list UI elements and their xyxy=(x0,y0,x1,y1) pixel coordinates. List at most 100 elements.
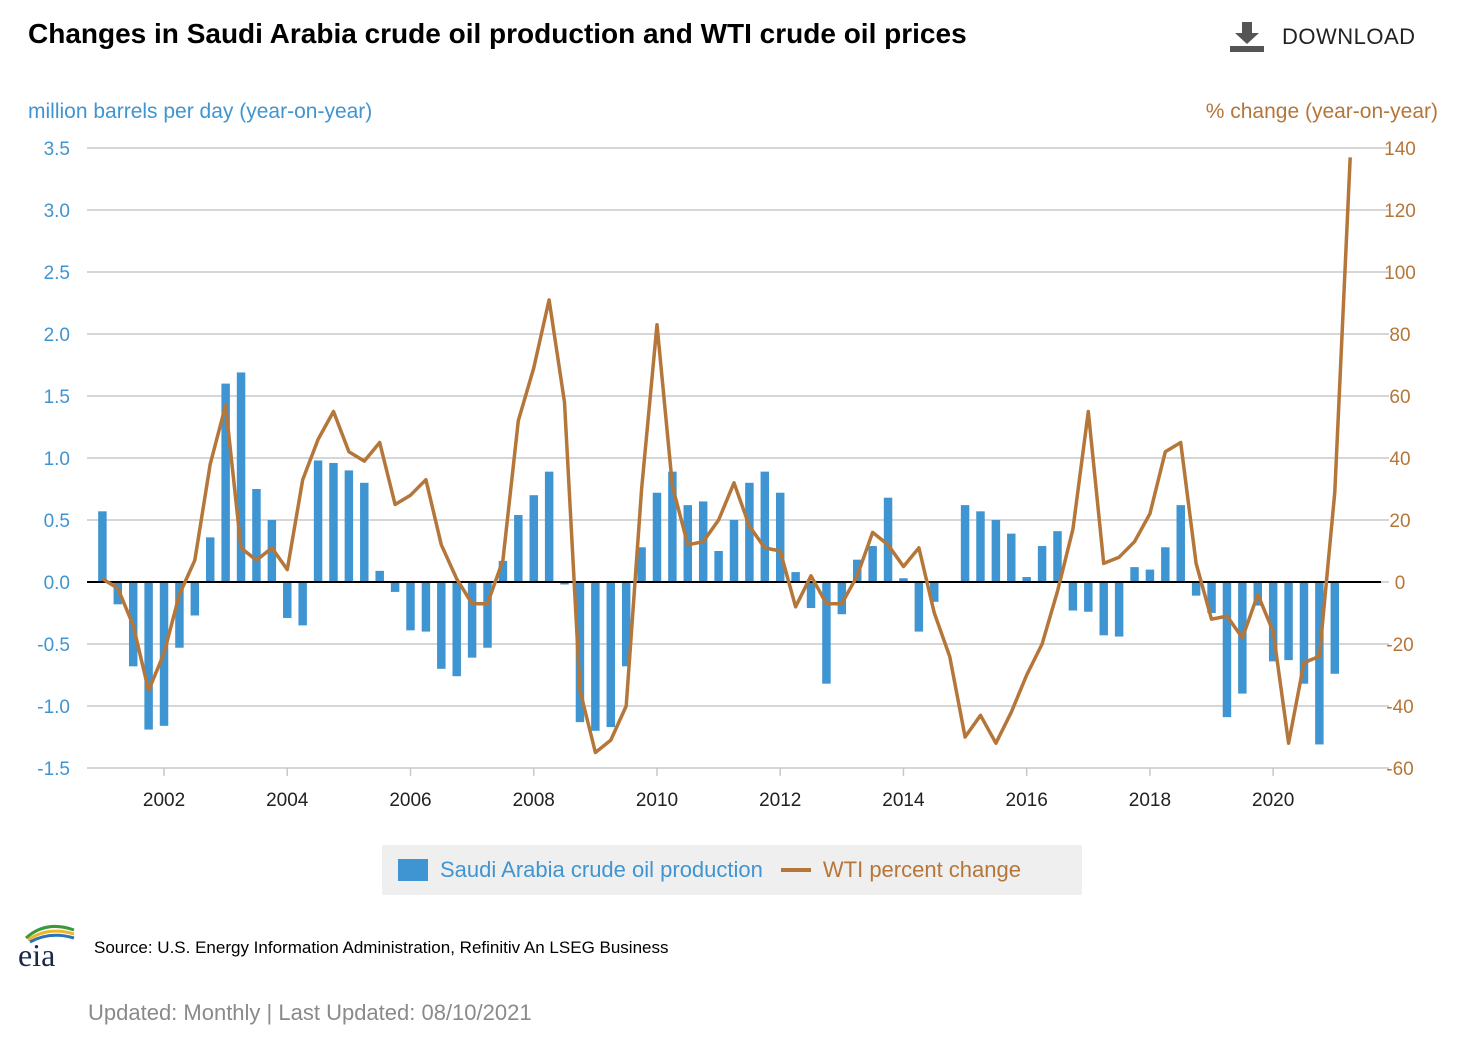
production-bar xyxy=(606,582,615,728)
right-tick-label: 120 xyxy=(1384,201,1416,222)
x-tick-label: 2006 xyxy=(389,790,431,811)
legend: Saudi Arabia crude oil production WTI pe… xyxy=(382,845,1082,895)
production-bar xyxy=(529,495,538,582)
legend-swatch-production xyxy=(398,859,428,881)
production-bar xyxy=(591,582,600,731)
right-tick-label: 20 xyxy=(1389,511,1410,532)
legend-label-wti: WTI percent change xyxy=(822,857,1021,882)
production-bar xyxy=(144,582,153,730)
production-bar xyxy=(175,582,184,648)
production-bar xyxy=(621,582,631,667)
production-bar xyxy=(637,547,646,582)
production-bar xyxy=(298,582,307,626)
production-bar xyxy=(267,520,277,582)
production-bar xyxy=(806,582,816,609)
left-tick-label: -1.0 xyxy=(37,697,70,718)
production-bar xyxy=(791,572,800,582)
production-bar xyxy=(1022,577,1031,582)
production-bar xyxy=(729,520,739,582)
production-bar xyxy=(1207,582,1216,613)
right-tick-label: 140 xyxy=(1384,139,1416,160)
production-bar xyxy=(98,511,107,582)
legend-item-production[interactable]: Saudi Arabia crude oil production xyxy=(382,857,763,883)
x-tick-label: 2012 xyxy=(759,790,801,811)
production-bar xyxy=(544,471,554,582)
production-bar xyxy=(1053,531,1062,582)
production-bar xyxy=(668,471,677,582)
right-axis-title: % change (year-on-year) xyxy=(1205,100,1438,123)
production-bar xyxy=(976,511,985,582)
production-bar xyxy=(1176,505,1185,582)
production-bar xyxy=(406,582,415,631)
right-tick-label: 40 xyxy=(1389,449,1410,470)
production-bar xyxy=(467,582,477,658)
right-tick-label: 0 xyxy=(1395,573,1406,594)
production-bar xyxy=(483,582,492,648)
production-bar xyxy=(1007,533,1016,582)
production-bar xyxy=(1268,582,1278,662)
wti-line-layer xyxy=(101,157,1352,755)
production-bar xyxy=(1145,569,1155,582)
right-tick-label: 80 xyxy=(1389,325,1410,346)
left-tick-label: -0.5 xyxy=(37,635,70,656)
source-note: Source: U.S. Energy Information Administ… xyxy=(94,938,669,957)
production-bar xyxy=(1068,582,1078,611)
production-bar xyxy=(1114,582,1124,637)
legend-item-wti[interactable]: WTI percent change xyxy=(763,857,1021,883)
production-bar xyxy=(437,582,446,669)
production-bar xyxy=(1084,582,1093,612)
production-bar xyxy=(190,582,200,616)
eia-logo: eia xyxy=(18,924,75,970)
grid-lines xyxy=(87,147,1389,776)
combo-chart: 3.5 3.0 2.5 2.0 1.5 1.0 0.5 0.0 -0.5 -1.0 -1.5 140 1… xyxy=(37,139,1416,811)
production-bar xyxy=(1191,582,1201,596)
right-tick-label: -40 xyxy=(1386,697,1413,718)
production-bar xyxy=(452,582,461,677)
production-bar xyxy=(514,515,523,582)
production-bar xyxy=(899,578,908,582)
production-bar xyxy=(1315,582,1324,745)
left-tick-label: 3.0 xyxy=(44,201,70,222)
production-bar xyxy=(914,582,924,632)
production-bar xyxy=(1330,582,1340,674)
production-bar xyxy=(1037,546,1047,582)
production-bar xyxy=(575,582,585,723)
production-bar xyxy=(991,520,1001,582)
x-tick-label: 2018 xyxy=(1129,790,1171,811)
right-tick-label: 60 xyxy=(1389,387,1410,408)
production-bar xyxy=(560,582,569,585)
x-tick-label: 2010 xyxy=(636,790,678,811)
production-bar xyxy=(236,372,246,582)
production-bar xyxy=(775,492,785,582)
production-bar xyxy=(113,582,123,605)
production-bar xyxy=(960,505,970,582)
x-tick-label: 2008 xyxy=(513,790,555,811)
left-tick-label: 2.0 xyxy=(44,325,70,346)
x-tick-label: 2002 xyxy=(143,790,185,811)
eia-logo-text: eia xyxy=(18,937,55,970)
production-bar xyxy=(1299,582,1309,684)
legend-swatch-wti xyxy=(780,868,811,872)
left-tick-label: 3.5 xyxy=(44,139,70,160)
production-bar xyxy=(360,482,369,582)
production-bar xyxy=(313,460,323,582)
left-tick-label: 0.0 xyxy=(44,573,70,594)
production-bar xyxy=(1284,582,1293,661)
legend-label-production: Saudi Arabia crude oil production xyxy=(440,857,763,882)
download-icon xyxy=(1230,22,1264,52)
production-bar xyxy=(1130,567,1139,582)
production-bar xyxy=(1222,582,1232,718)
production-bar xyxy=(375,570,384,582)
axis-tick-labels: 3.5 3.0 2.5 2.0 1.5 1.0 0.5 0.0 -0.5 -1.0 -1.5 140 1… xyxy=(37,139,1416,811)
x-tick-label: 2020 xyxy=(1252,790,1294,811)
updated-note: Updated: Monthly | Last Updated: 08/10/2… xyxy=(88,1000,532,1025)
production-bar xyxy=(652,492,662,582)
production-bar xyxy=(822,582,831,684)
production-bar xyxy=(745,482,754,582)
production-bar xyxy=(868,546,877,582)
right-tick-label: -60 xyxy=(1386,759,1413,780)
download-button[interactable]: DOWNLOAD xyxy=(1230,22,1416,52)
production-bar xyxy=(714,551,723,582)
production-bar xyxy=(252,489,261,582)
right-tick-label: -20 xyxy=(1386,635,1413,656)
